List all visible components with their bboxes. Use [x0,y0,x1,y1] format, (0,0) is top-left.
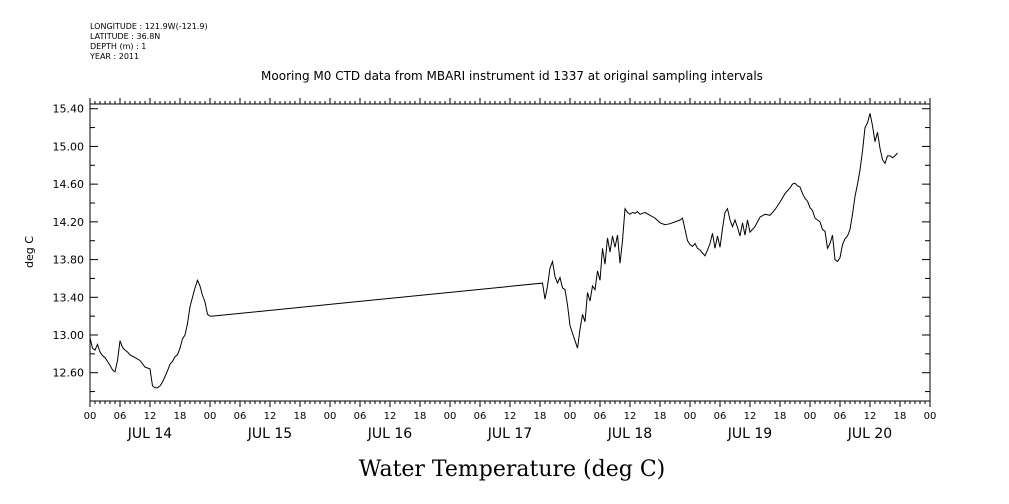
x-tick-label: 12 [264,411,277,422]
x-tick-label: 00 [204,411,217,422]
y-tick-label: 15.40 [53,103,85,116]
x-tick-label: 00 [84,411,97,422]
x-day-label: JUL 15 [247,426,292,442]
x-tick-label: 18 [174,411,187,422]
x-tick-label: 00 [684,411,697,422]
x-day-label: JUL 19 [727,426,772,442]
x-tick-label: 18 [654,411,667,422]
y-tick-label: 13.80 [53,254,85,267]
x-tick-label: 12 [504,411,517,422]
x-day-label: JUL 14 [127,426,173,442]
x-tick-label: 00 [924,411,937,422]
x-tick-label: 12 [144,411,157,422]
y-tick-label: 14.60 [53,178,85,191]
x-tick-label: 12 [864,411,877,422]
x-tick-label: 00 [444,411,457,422]
x-tick-label: 06 [834,411,847,422]
plot-frame [89,103,931,402]
x-tick-label: 06 [354,411,367,422]
x-tick-label: 06 [234,411,247,422]
x-tick-label: 00 [564,411,577,422]
x-tick-label: 06 [594,411,607,422]
y-tick-label: 12.60 [53,367,85,380]
y-axis-label: deg C [23,236,36,268]
longitude-text: LONGITUDE : 121.9W(-121.9) [90,22,208,31]
x-tick-label: 12 [744,411,757,422]
y-tick-labels: 12.60 13.00 13.40 13.80 14.20 14.60 15.00 15.40 [53,103,85,380]
x-tick-label: 12 [384,411,397,422]
x-day-label: JUL 18 [607,426,652,442]
x-day-label: JUL 16 [367,426,413,442]
x-tick-label: 18 [894,411,907,422]
x-tick-label: 18 [294,411,307,422]
x-tick-label: 12 [624,411,637,422]
x-tick-label: 06 [714,411,727,422]
x-axis-label: Water Temperature (deg C) [359,457,666,482]
x-day-labels: JUL 14 JUL 15 JUL 16 JUL 17 JUL 18 JUL 19 JUL … [127,426,892,442]
x-day-label: JUL 20 [847,426,892,442]
x-tick-label: 18 [534,411,547,422]
x-tick-label: 18 [774,411,787,422]
metadata-block: LONGITUDE : 121.9W(-121.9) LATITUDE : 36… [90,22,208,62]
x-tick-label: 18 [414,411,427,422]
x-tick-label: 00 [324,411,337,422]
x-tick-label: 06 [114,411,127,422]
x-day-label: JUL 17 [487,426,532,442]
x-tick-labels: 00 06 12 18 00 06 12 18 00 06 12 18 00 06 12 18 00 06 12 18… [84,411,937,422]
y-tick-label: 13.40 [53,291,85,304]
chart-title: Mooring M0 CTD data from MBARI instrumen… [261,69,763,83]
year-text: YEAR : 2011 [90,52,140,61]
x-tick-label: 00 [804,411,817,422]
temperature-series-line [89,113,898,389]
axis-ticks [89,98,931,407]
y-tick-label: 13.00 [53,329,85,342]
depth-text: DEPTH (m) : 1 [90,42,147,51]
y-tick-label: 14.20 [53,216,85,229]
x-tick-label: 06 [474,411,487,422]
latitude-text: LATITUDE : 36.8N [90,32,161,41]
y-tick-label: 15.00 [53,140,85,153]
